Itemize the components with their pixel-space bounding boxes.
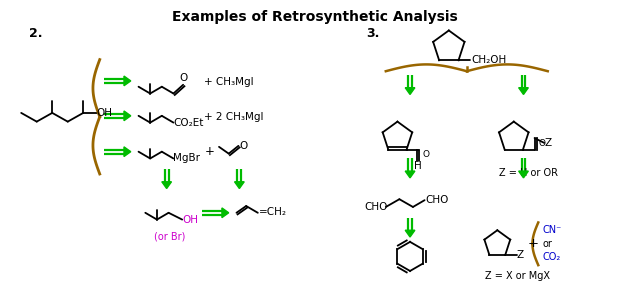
Text: 3.: 3. [367,27,380,39]
Text: +: + [528,237,539,250]
Text: OH: OH [182,215,198,224]
Text: 2.: 2. [29,27,42,39]
Text: Z: Z [517,250,524,260]
Text: CH₂OH: CH₂OH [471,55,507,65]
Polygon shape [124,76,131,86]
Text: +: + [204,145,215,158]
Text: + 2 CH₃MgI: + 2 CH₃MgI [204,112,263,122]
Polygon shape [519,88,528,94]
Text: Z = X or MgX: Z = X or MgX [485,271,550,281]
Text: or: or [542,239,552,249]
Text: O: O [422,150,429,159]
Text: O: O [239,141,247,151]
Polygon shape [222,208,228,218]
Text: OH: OH [97,108,113,118]
Text: O: O [538,139,545,148]
Polygon shape [162,182,172,189]
Text: MgBr: MgBr [174,153,201,164]
Text: Examples of Retrosynthetic Analysis: Examples of Retrosynthetic Analysis [172,10,458,24]
Polygon shape [124,111,131,121]
Polygon shape [405,88,415,94]
Text: + CH₃MgI: + CH₃MgI [204,77,253,87]
Polygon shape [124,147,131,157]
Text: CN⁻: CN⁻ [542,225,562,235]
Text: CO₂: CO₂ [542,252,560,262]
Text: Z: Z [545,138,551,148]
Text: CO₂Et: CO₂Et [174,118,204,127]
Text: Z = H or OR: Z = H or OR [499,168,558,178]
Text: =CH₂: =CH₂ [259,207,286,217]
Text: CHO: CHO [365,202,388,212]
Text: (or Br): (or Br) [154,231,186,241]
Polygon shape [519,171,528,178]
Polygon shape [235,182,244,189]
Text: O: O [179,73,187,83]
Text: CHO: CHO [425,195,449,205]
Polygon shape [405,171,415,178]
Text: H: H [415,161,422,171]
Polygon shape [405,230,415,237]
